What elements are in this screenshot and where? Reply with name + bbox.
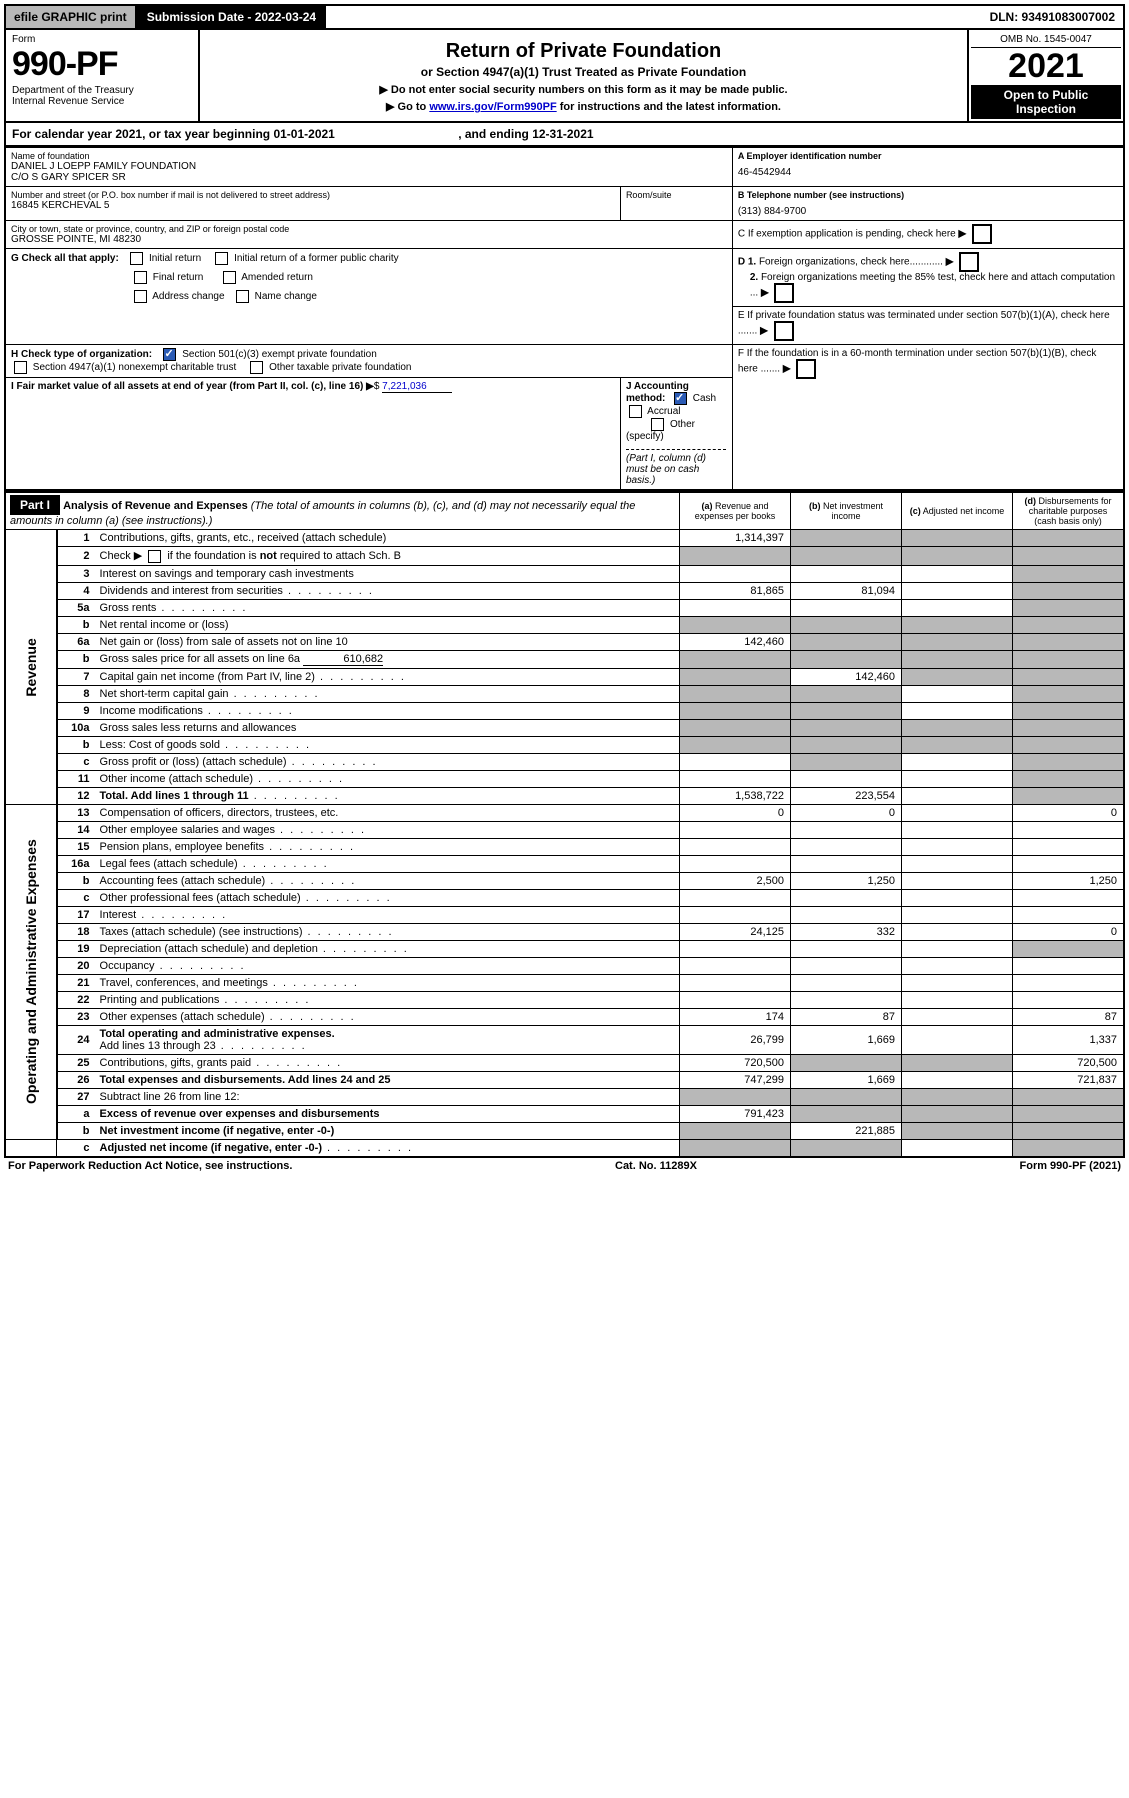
g-final-checkbox[interactable] <box>134 271 147 284</box>
paperwork-notice: For Paperwork Reduction Act Notice, see … <box>8 1160 292 1172</box>
e-label: E If private foundation status was termi… <box>738 310 1110 337</box>
e-checkbox[interactable] <box>774 321 794 341</box>
part1-title: Analysis of Revenue and Expenses <box>63 500 248 512</box>
expenses-section-label: Operating and Administrative Expenses <box>5 804 57 1139</box>
top-bar: efile GRAPHIC print Submission Date - 20… <box>4 4 1125 30</box>
name-label: Name of foundation <box>11 151 727 161</box>
f-label: F If the foundation is in a 60-month ter… <box>738 348 1097 375</box>
form-subtitle: or Section 4947(a)(1) Trust Treated as P… <box>206 65 961 79</box>
street-address: 16845 KERCHEVAL 5 <box>11 200 615 211</box>
j-cash-checkbox[interactable] <box>674 392 687 405</box>
part1-label: Part I <box>10 495 60 515</box>
d2-label: Foreign organizations meeting the 85% te… <box>750 272 1115 299</box>
addr-label: Number and street (or P.O. box number if… <box>11 190 615 200</box>
goto-note: ▶ Go to www.irs.gov/Form990PF for instru… <box>206 100 961 113</box>
d1-checkbox[interactable] <box>959 252 979 272</box>
part1-table: Part I Analysis of Revenue and Expenses … <box>4 491 1125 1158</box>
h-label: H Check type of organization: <box>11 350 152 361</box>
d2-checkbox[interactable] <box>774 283 794 303</box>
page-footer: For Paperwork Reduction Act Notice, see … <box>4 1158 1125 1174</box>
phone-label: B Telephone number (see instructions) <box>738 190 904 200</box>
form-label: Form <box>12 34 192 45</box>
form-header: Form 990-PF Department of the Treasury I… <box>4 30 1125 123</box>
f-checkbox[interactable] <box>796 359 816 379</box>
city-label: City or town, state or province, country… <box>11 224 727 234</box>
j-other-checkbox[interactable] <box>651 418 664 431</box>
dept-label: Department of the Treasury <box>12 85 192 96</box>
omb-number: OMB No. 1545-0047 <box>971 32 1121 48</box>
room-label: Room/suite <box>626 190 727 200</box>
calendar-year-row: For calendar year 2021, or tax year begi… <box>4 123 1125 147</box>
form-footer: Form 990-PF (2021) <box>1020 1160 1121 1172</box>
irs-label: Internal Revenue Service <box>12 96 192 107</box>
c-label: C If exemption application is pending, c… <box>738 229 956 240</box>
g-name-checkbox[interactable] <box>236 290 249 303</box>
care-of: C/O S GARY SPICER SR <box>11 172 727 183</box>
j-accrual-checkbox[interactable] <box>629 405 642 418</box>
g-addr-checkbox[interactable] <box>134 290 147 303</box>
form-title: Return of Private Foundation <box>206 40 961 63</box>
entity-info-table: Name of foundation DANIEL J LOEPP FAMILY… <box>4 147 1125 491</box>
instructions-link[interactable]: www.irs.gov/Form990PF <box>429 101 556 113</box>
foundation-name: DANIEL J LOEPP FAMILY FOUNDATION <box>11 161 727 172</box>
dln-label: DLN: 93491083007002 <box>982 6 1123 28</box>
ein-label: A Employer identification number <box>738 151 882 161</box>
i-value: 7,221,036 <box>382 381 452 393</box>
efile-graphic-label: efile GRAPHIC print <box>6 6 137 28</box>
h-4947-checkbox[interactable] <box>14 361 27 374</box>
d1-label: Foreign organizations, check here.......… <box>759 257 943 268</box>
g-initial-checkbox[interactable] <box>130 252 143 265</box>
submission-date: Submission Date - 2022-03-24 <box>137 6 326 28</box>
j-note: (Part I, column (d) must be on cash basi… <box>626 453 706 486</box>
g-initial-former-checkbox[interactable] <box>215 252 228 265</box>
g-label: G Check all that apply: <box>11 254 119 265</box>
h-other-checkbox[interactable] <box>250 361 263 374</box>
h-501c3-checkbox[interactable] <box>163 348 176 361</box>
ssn-warning: ▶ Do not enter social security numbers o… <box>206 83 961 96</box>
catalog-number: Cat. No. 11289X <box>615 1160 697 1172</box>
phone-value: (313) 884-9700 <box>738 206 1118 217</box>
l2-checkbox[interactable] <box>148 550 161 563</box>
revenue-section-label: Revenue <box>5 530 57 805</box>
tax-year: 2021 <box>971 48 1121 85</box>
form-number: 990-PF <box>12 47 192 81</box>
open-inspection: Open to Public Inspection <box>971 85 1121 119</box>
c-checkbox[interactable] <box>972 224 992 244</box>
city-value: GROSSE POINTE, MI 48230 <box>11 234 727 245</box>
g-amended-checkbox[interactable] <box>223 271 236 284</box>
i-label: I Fair market value of all assets at end… <box>11 381 363 392</box>
ein-value: 46-4542944 <box>738 167 1118 178</box>
